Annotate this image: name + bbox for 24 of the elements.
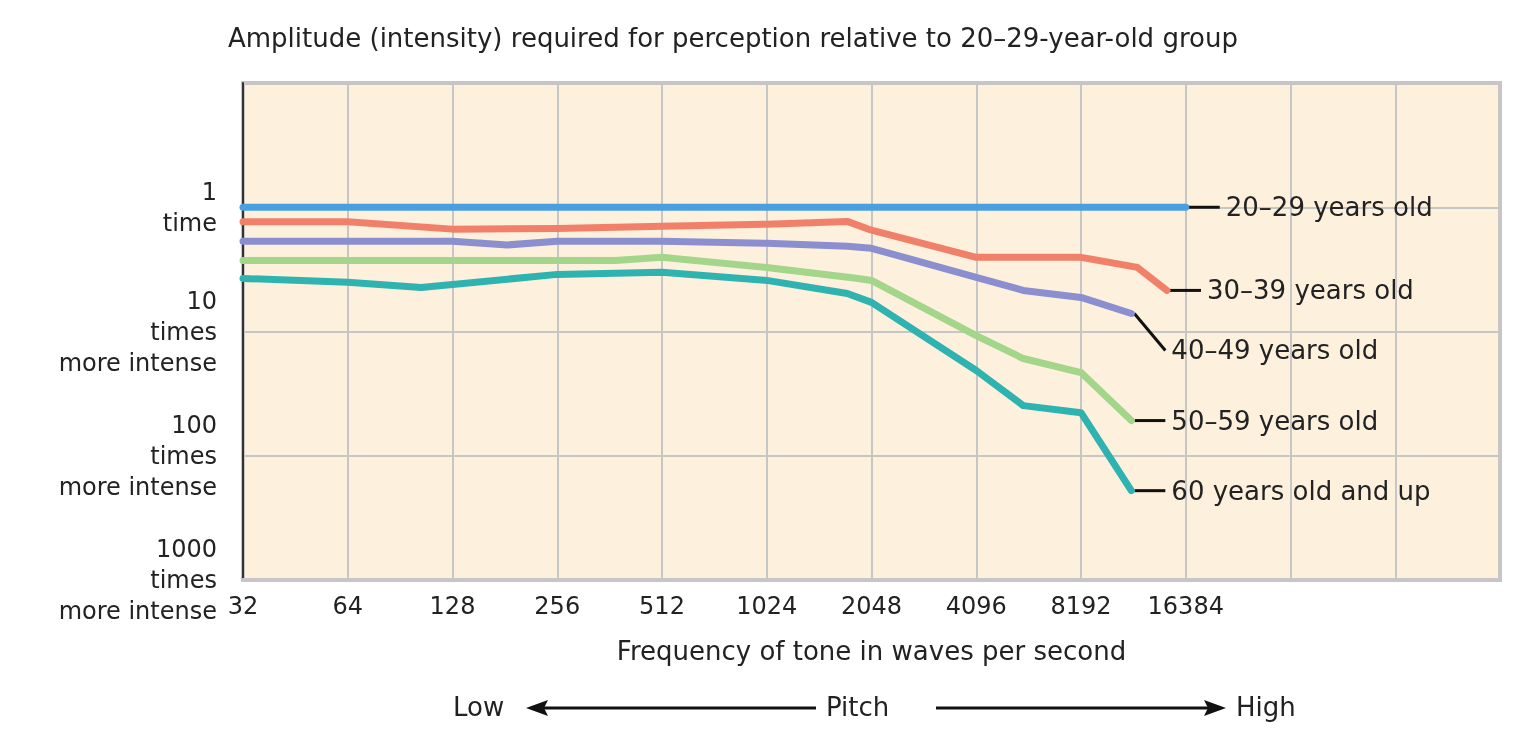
series-label: 30–39 years old	[1206, 275, 1414, 306]
series-label: 40–49 years old	[1171, 335, 1379, 366]
x-tick-label: 512	[639, 592, 685, 620]
x-tick-label: 8192	[1050, 592, 1112, 620]
text: Low	[453, 692, 505, 722]
series-label: 20–29 years old	[1225, 192, 1433, 223]
x-tick-label: 64	[332, 592, 364, 620]
x-axis-title: Frequency of tone in waves per second	[616, 636, 1127, 666]
y-tick-label: 10 times more intense	[58, 286, 217, 377]
chart-title: Amplitude (intensity) required for perception relative to 20–29-year-old group	[228, 23, 1238, 53]
y-tick-label: 1000 times more intense	[58, 535, 217, 625]
x-tick-label: 1024	[736, 592, 798, 620]
text: Pitch	[826, 692, 890, 722]
x-tick-label: 32	[227, 592, 259, 620]
series-label: 60 years old and up	[1171, 475, 1431, 506]
x-tick-label: 128	[429, 592, 476, 620]
x-tick-label: 2048	[840, 592, 903, 620]
y-tick-label: 1 time	[162, 177, 217, 237]
y-tick-label: 100 times more intense	[58, 410, 217, 501]
x-tick-label: 256	[534, 592, 581, 620]
x-tick-label: 16384	[1147, 592, 1224, 620]
series-label: 50–59 years old	[1171, 405, 1379, 436]
x-tick-label: 4096	[945, 592, 1007, 620]
text: High	[1236, 692, 1296, 722]
